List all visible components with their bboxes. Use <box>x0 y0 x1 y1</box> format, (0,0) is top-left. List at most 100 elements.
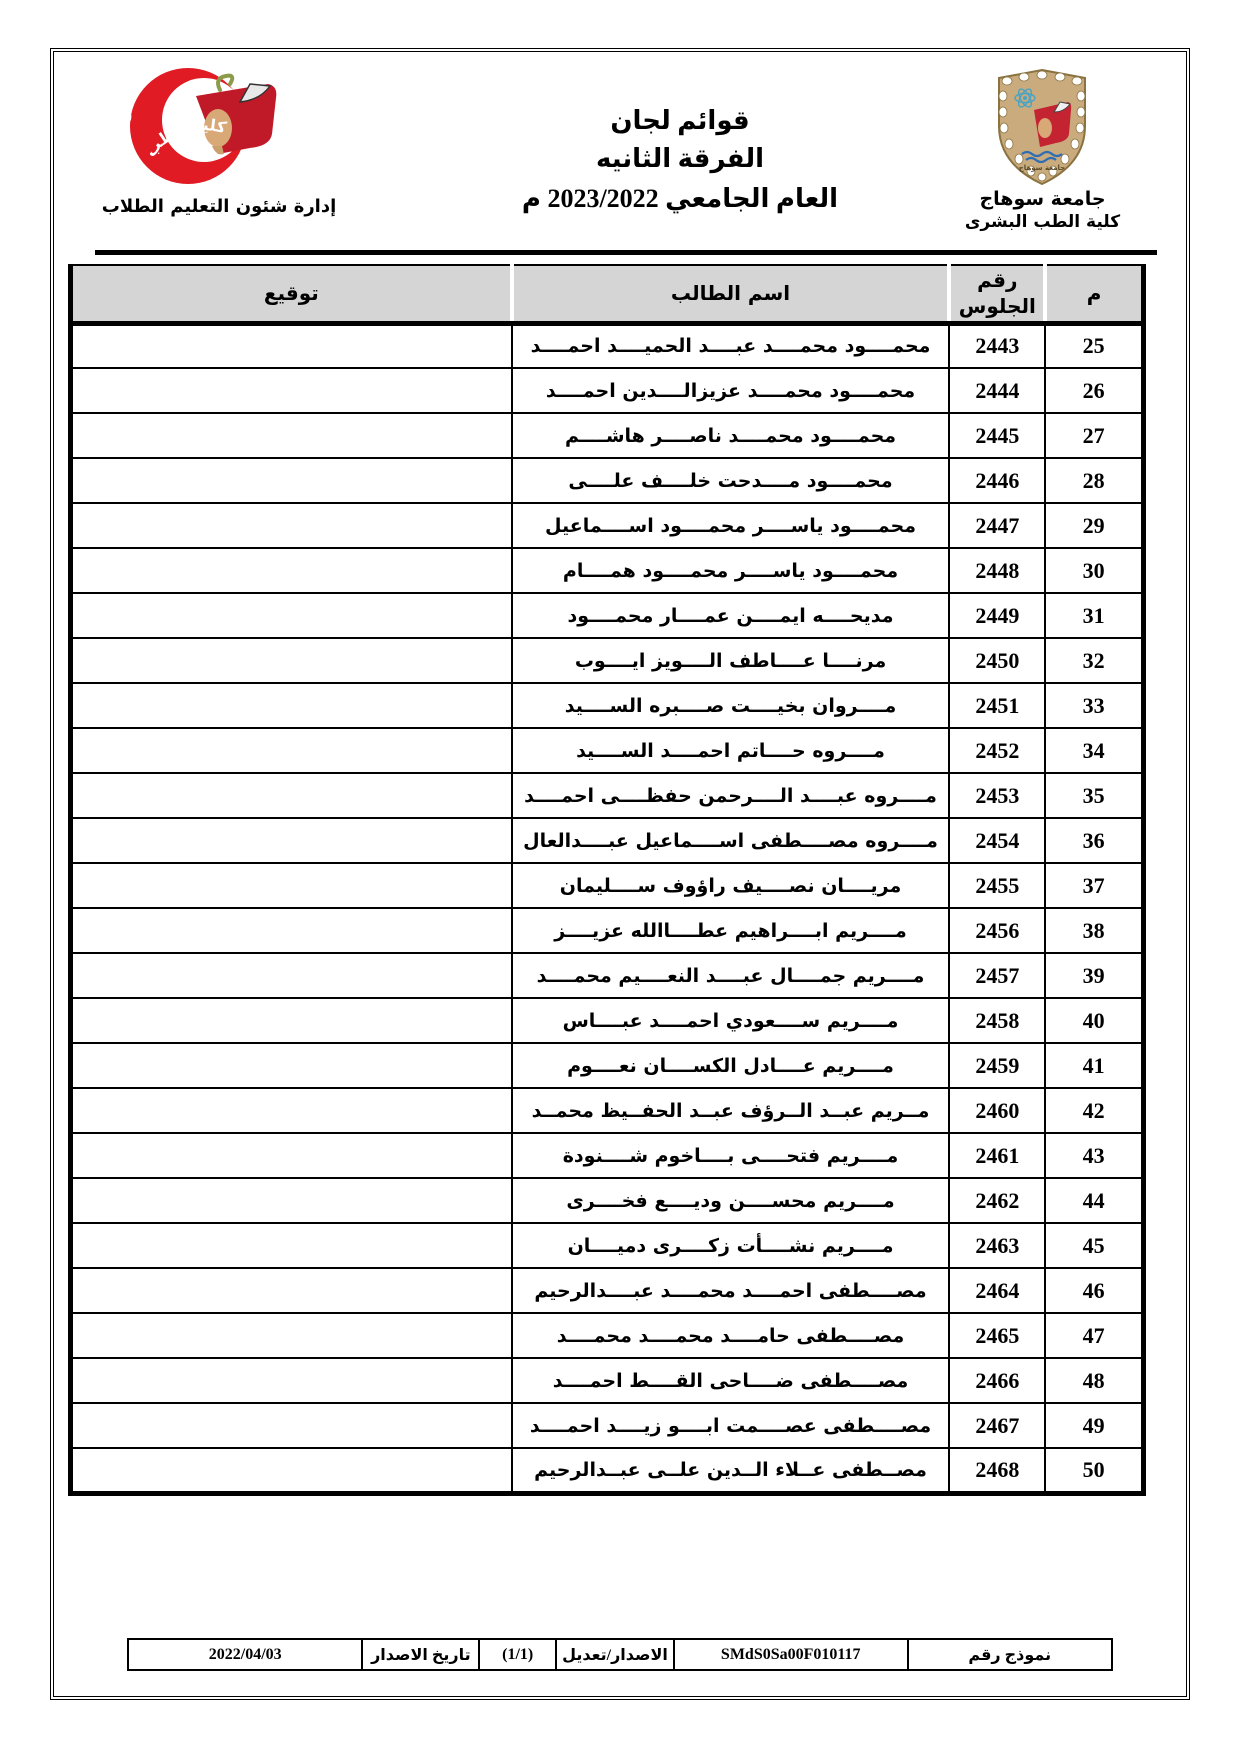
table-row: 42 2460 مــريم عبــد الــرؤف عبــد الحفـ… <box>69 1087 1145 1134</box>
row-name: مــــريم ابــــراهيم عطــــاالله عزيــــ… <box>510 907 951 954</box>
row-signature-cell <box>69 367 513 414</box>
table-row: 43 2461 مــــريم فتحــــى بــــاخوم شـــ… <box>69 1132 1145 1179</box>
footer-date-label: تاريخ الاصدار <box>361 1638 481 1671</box>
university-name: جامعة سوهاج <box>979 188 1106 210</box>
row-seat: 2459 <box>948 1042 1047 1089</box>
footer-form-code: SMdS0Sa00F010117 <box>672 1638 909 1671</box>
table-row: 39 2457 مــــريم جمــــال عبــــد النعــ… <box>69 952 1145 999</box>
row-name: محمــــود مــــدحت خلــــف علــــى <box>510 457 951 504</box>
row-serial: 32 <box>1044 637 1145 684</box>
row-signature-cell <box>69 682 513 729</box>
table-row: 32 2450 مرنــــا عــــاطف الــــويز ايــ… <box>69 637 1145 684</box>
row-signature-cell <box>69 1132 513 1179</box>
row-signature-cell <box>69 1357 513 1404</box>
row-serial: 38 <box>1044 907 1145 954</box>
row-signature-cell <box>69 952 513 999</box>
table-row: 36 2454 مــــروه مصــــطفى اســــماعيل ع… <box>69 817 1145 864</box>
row-serial: 42 <box>1044 1087 1145 1134</box>
col-header-student-name: اسم الطالب <box>509 265 952 326</box>
row-signature-cell <box>69 727 513 774</box>
table-row: 45 2463 مــــريم نشــــأت زكــــرى دميــ… <box>69 1222 1145 1269</box>
row-serial: 28 <box>1044 457 1145 504</box>
row-serial: 48 <box>1044 1357 1145 1404</box>
row-serial: 46 <box>1044 1267 1145 1314</box>
footer-row: نموذج رقم SMdS0Sa00F010117 الاصدار/تعديل… <box>126 1638 1114 1671</box>
page-frame <box>50 48 1190 1700</box>
row-name: محمــــود ياســــر محمــــود همــــام <box>510 547 951 594</box>
row-signature-cell <box>69 547 513 594</box>
row-signature-cell <box>69 997 513 1044</box>
row-signature-cell <box>69 1042 513 1089</box>
row-name: مصــــطفى ضــــاحى القــــط احمــــد <box>510 1357 951 1404</box>
row-seat: 2453 <box>948 772 1047 819</box>
row-name: مــــروه مصــــطفى اســــماعيل عبــــدال… <box>510 817 951 864</box>
row-serial: 44 <box>1044 1177 1145 1224</box>
row-serial: 41 <box>1044 1042 1145 1089</box>
row-serial: 34 <box>1044 727 1145 774</box>
row-name: مــــريم نشــــأت زكــــرى دميــــان <box>510 1222 951 1269</box>
row-seat: 2462 <box>948 1177 1047 1224</box>
row-seat: 2450 <box>948 637 1047 684</box>
row-seat: 2468 <box>948 1447 1047 1494</box>
col-header-signature: توقيع <box>68 265 514 326</box>
row-seat: 2457 <box>948 952 1047 999</box>
table-row: 50 2468 مصــطفى عــلاء الــدين علــى عبـ… <box>69 1447 1145 1494</box>
row-seat: 2464 <box>948 1267 1047 1314</box>
footer-issue-value: (1/1) <box>478 1638 558 1671</box>
row-name: مصــــطفى عصــــمت ابــــو زيــــد احمــ… <box>510 1402 951 1449</box>
row-serial: 50 <box>1044 1447 1145 1494</box>
col-header-seat-number: رقم الجلوس <box>947 265 1048 326</box>
row-signature-cell <box>69 1087 513 1134</box>
table-row: 26 2444 محمــــود محمــــد عزيزالــــدين… <box>69 367 1145 414</box>
table-row: 35 2453 مــــروه عبــــد الــــرحمن حفظـ… <box>69 772 1145 819</box>
row-name: مــــريم عــــادل الكســــان نعــــوم <box>510 1042 951 1089</box>
table-row: 48 2466 مصــــطفى ضــــاحى القــــط احمـ… <box>69 1357 1145 1404</box>
row-seat: 2456 <box>948 907 1047 954</box>
table-row: 31 2449 مديحــــه ايمــــن عمــــار محمـ… <box>69 592 1145 639</box>
table-row: 34 2452 مــــروه حــــاتم احمــــد الســ… <box>69 727 1145 774</box>
university-shield-emblem-icon: جامعة سوهاج <box>998 68 1086 186</box>
row-serial: 29 <box>1044 502 1145 549</box>
row-name: محمــــود محمــــد عبــــد الحميــــد اح… <box>510 322 951 369</box>
row-signature-cell <box>69 1402 513 1449</box>
table-row: 49 2467 مصــــطفى عصــــمت ابــــو زيـــ… <box>69 1402 1145 1449</box>
table-row: 47 2465 مصــــطفى حامــــد محمــــد محمـ… <box>69 1312 1145 1359</box>
row-name: مــريم عبــد الــرؤف عبــد الحفــيظ محمـ… <box>510 1087 951 1134</box>
row-signature-cell <box>69 1222 513 1269</box>
row-serial: 43 <box>1044 1132 1145 1179</box>
title-academic-year: العام الجامعي 2023/2022 م <box>521 184 839 213</box>
row-signature-cell <box>69 637 513 684</box>
table-row: 44 2462 مــــريم محســــن وديــــع فخـــ… <box>69 1177 1145 1224</box>
row-signature-cell <box>69 322 513 369</box>
row-signature-cell <box>69 817 513 864</box>
committee-table: م رقم الجلوس اسم الطالب توقيع 25 2443 مح… <box>68 264 1146 1496</box>
row-signature-cell <box>69 1177 513 1224</box>
row-name: مــــريم ســــعودي احمــــد عبــــاس <box>510 997 951 1044</box>
row-serial: 33 <box>1044 682 1145 729</box>
row-serial: 25 <box>1044 322 1145 369</box>
row-seat: 2448 <box>948 547 1047 594</box>
header-divider-rule <box>95 250 1157 255</box>
page-title-block: قوائم لجان الفرقة الثانيه العام الجامعي … <box>410 102 950 218</box>
table-row: 37 2455 مريــــان نصــــيف راؤوف ســــلي… <box>69 862 1145 909</box>
row-name: محمــــود محمــــد ناصــــر هاشــــم <box>510 412 951 459</box>
footer-form-label: نموذج رقم <box>906 1638 1114 1671</box>
row-serial: 35 <box>1044 772 1145 819</box>
row-signature-cell <box>69 862 513 909</box>
row-seat: 2443 <box>948 322 1047 369</box>
row-name: مــــريم محســــن وديــــع فخــــرى <box>510 1177 951 1224</box>
row-serial: 47 <box>1044 1312 1145 1359</box>
table-row: 41 2459 مــــريم عــــادل الكســــان نعـ… <box>69 1042 1145 1089</box>
row-name: مرنــــا عــــاطف الــــويز ايــــوب <box>510 637 951 684</box>
row-seat: 2466 <box>948 1357 1047 1404</box>
row-serial: 31 <box>1044 592 1145 639</box>
row-seat: 2447 <box>948 502 1047 549</box>
row-name: مديحــــه ايمــــن عمــــار محمــــود <box>510 592 951 639</box>
faculty-crescent-logo-icon: جامعة سوهاج كلية الطب <box>112 62 277 184</box>
row-signature-cell <box>69 1312 513 1359</box>
table-row: 46 2464 مصــــطفى احمــــد محمــــد عبــ… <box>69 1267 1145 1314</box>
row-seat: 2460 <box>948 1087 1047 1134</box>
table-row: 30 2448 محمــــود ياســــر محمــــود همـ… <box>69 547 1145 594</box>
row-serial: 27 <box>1044 412 1145 459</box>
footer-date-value: 2022/04/03 <box>126 1638 364 1671</box>
